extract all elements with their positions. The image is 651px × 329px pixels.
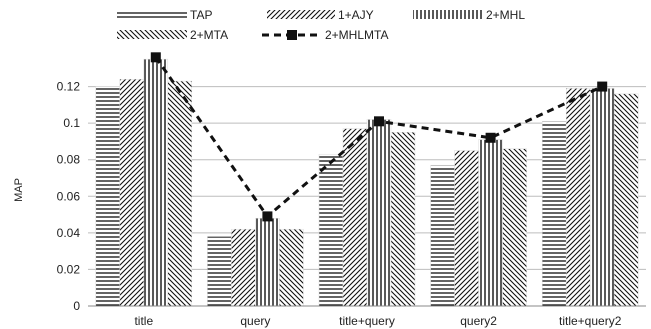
line-marker [262, 211, 273, 222]
bars [95, 58, 639, 307]
bar-2-mhl [255, 217, 280, 307]
x-tick-label: title+query2 [559, 314, 622, 328]
bar-1-ajy [342, 128, 368, 307]
x-tick-label: title+query [339, 314, 395, 328]
bar-2-mhl [589, 88, 615, 307]
bar-2-mta [502, 148, 527, 307]
y-axis-label: MAP [13, 178, 25, 202]
bar-1-ajy [231, 228, 256, 307]
bar-tap [95, 86, 121, 307]
bar-2-mhl [478, 139, 503, 307]
legend: TAP 1+AJY 2+MHL 2+MTA 2+MHLMTA [117, 8, 525, 42]
line-series [150, 52, 608, 222]
legend-swatch [413, 10, 483, 19]
bar-2-mta [390, 132, 416, 307]
x-tick-label: query [240, 314, 270, 328]
legend-marker [287, 30, 297, 40]
bar-tap [430, 164, 455, 307]
bar-tap [207, 236, 232, 307]
legend-label: 2+MHLMTA [325, 28, 388, 42]
y-tick-label: 0.08 [57, 153, 81, 167]
line-marker [150, 52, 161, 63]
legend-label: 2+MHL [486, 8, 525, 22]
line-marker [485, 132, 496, 143]
bar-2-mhl [143, 58, 169, 307]
bar-1-ajy [565, 88, 591, 307]
y-tick-label: 0.12 [57, 80, 81, 94]
legend-label: 1+AJY [338, 8, 374, 22]
axes: 0 0.02 0.04 0.06 0.08 0.1 0.12 title query title+… [57, 80, 646, 328]
legend-label: 2+MTA [190, 28, 228, 42]
bar-tap [541, 121, 567, 307]
line-marker [374, 116, 384, 127]
y-tick-label: 0.02 [57, 262, 81, 276]
bar-2-mta [167, 80, 193, 307]
y-tick-label: 0.06 [57, 189, 81, 203]
legend-swatch [117, 10, 187, 19]
bar-1-ajy [454, 150, 479, 307]
y-tick-label: 0.04 [57, 226, 81, 240]
legend-swatch [117, 30, 187, 39]
legend-swatch [267, 10, 335, 19]
y-tick-label: 0 [73, 299, 80, 313]
y-tick-label: 0.1 [63, 116, 80, 130]
x-tick-label: query2 [460, 314, 497, 328]
bar-2-mta [279, 228, 304, 307]
line-marker [597, 81, 608, 92]
bar-2-mta [613, 93, 639, 307]
x-tick-label: title [134, 314, 153, 328]
bar-1-ajy [119, 79, 145, 307]
bar-tap [318, 153, 344, 307]
bar-2-mhl [366, 119, 392, 307]
legend-label: TAP [190, 8, 212, 22]
